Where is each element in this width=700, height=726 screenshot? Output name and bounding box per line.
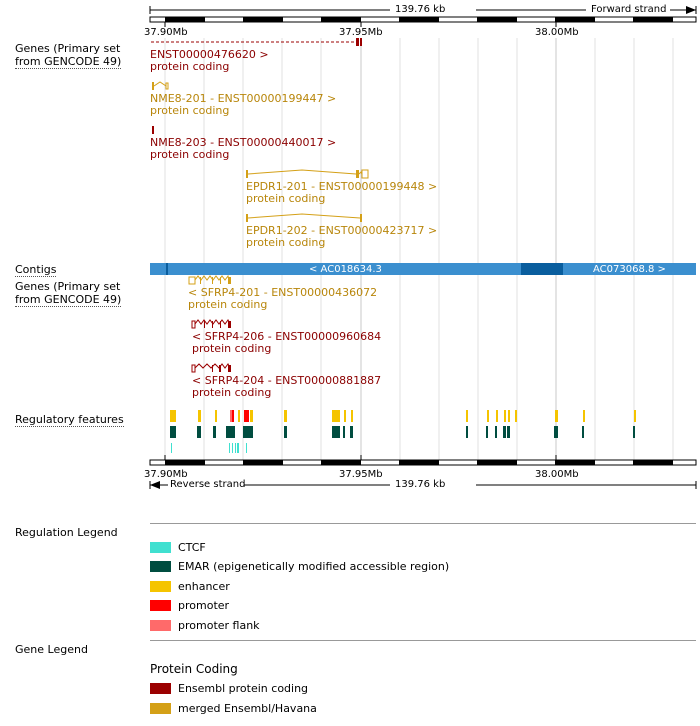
- transcript-epdr1-201-name[interactable]: EPDR1-201 - ENST00000199448 >: [246, 180, 438, 193]
- emar-row: [170, 426, 635, 438]
- contig-ac018634-3-label[interactable]: < AC018634.3: [309, 264, 382, 275]
- bottom-ruler-length: 139.76 kb: [395, 479, 446, 490]
- transcript-nme8-203-glyph: [152, 126, 154, 134]
- enhancer-row: [170, 410, 636, 422]
- top-ruler-length: 139.76 kb: [395, 4, 446, 15]
- regulation-legend-divider: [150, 523, 696, 524]
- top-tick-38-00: 38.00Mb: [535, 27, 579, 38]
- regulatory-track-label[interactable]: Regulatory features: [15, 413, 124, 427]
- legend-ctcf-swatch: [150, 542, 171, 553]
- top-ruler-strand: Forward strand: [591, 4, 667, 15]
- ctcf-row: [171, 443, 247, 453]
- transcript-sfrp4-206-name[interactable]: < SFRP4-206 - ENST00000960684: [192, 330, 382, 343]
- top-ruler: [149, 4, 697, 27]
- legend-merged-ensembl-havana-swatch: [150, 703, 171, 714]
- transcript-epdr1-202-name[interactable]: EPDR1-202 - ENST00000423717 >: [246, 224, 438, 237]
- transcript-sfrp4-206-glyph: [191, 319, 231, 329]
- transcript-enst00000476620-biotype: protein coding: [150, 60, 230, 73]
- contig-ac073068-8-label[interactable]: AC073068.8 >: [593, 264, 666, 275]
- legend-ensembl-protein-coding-label: Ensembl protein coding: [178, 682, 309, 695]
- top-tick-37-95: 37.95Mb: [339, 27, 383, 38]
- legend-emar-label: EMAR (epigenetically modified accessible…: [178, 560, 450, 573]
- regulatory-features: [170, 410, 636, 453]
- legend-promoter-swatch: [150, 600, 171, 611]
- gene-legend-divider: [150, 640, 696, 641]
- bottom-ruler-strand: Reverse strand: [170, 479, 246, 490]
- contigs-track-label[interactable]: Contigs: [15, 263, 57, 277]
- legend-ctcf-label: CTCF: [178, 541, 206, 554]
- transcript-sfrp4-201-biotype: protein coding: [188, 298, 268, 311]
- grid-lines: [164, 38, 674, 462]
- legend-enhancer-label: enhancer: [178, 580, 230, 593]
- transcript-epdr1-201-glyph: [246, 169, 369, 179]
- legend-promoter-flank-swatch: [150, 620, 171, 631]
- transcript-sfrp4-201-name[interactable]: < SFRP4-201 - ENST00000436072: [188, 286, 378, 299]
- genes-reverse-track-label-1[interactable]: Genes (Primary set: [15, 280, 121, 293]
- transcript-sfrp4-201-glyph: [188, 274, 231, 285]
- gene-legend-title: Gene Legend: [15, 643, 88, 656]
- bottom-tick-38-00: 38.00Mb: [535, 469, 579, 480]
- bottom-ruler: [149, 455, 697, 491]
- transcript-enst00000476620-name[interactable]: ENST00000476620 >: [150, 48, 269, 61]
- genes-reverse-track-label-2[interactable]: from GENCODE 49): [15, 293, 122, 307]
- bottom-tick-37-95: 37.95Mb: [339, 469, 383, 480]
- transcript-nme8-203-name[interactable]: NME8-203 - ENST00000440017 >: [150, 136, 337, 149]
- transcript-nme8-201-name[interactable]: NME8-201 - ENST00000199447 >: [150, 92, 337, 105]
- gene-legend-subtitle: Protein Coding: [150, 662, 238, 676]
- transcript-epdr1-201-biotype: protein coding: [246, 192, 326, 205]
- legend-enhancer-swatch: [150, 581, 171, 592]
- bottom-tick-37-90: 37.90Mb: [144, 469, 188, 480]
- legend-promoter-flank-label: promoter flank: [178, 619, 260, 632]
- transcript-sfrp4-204-glyph: [191, 363, 231, 373]
- transcript-enst00000476620-glyph: [151, 38, 362, 46]
- transcript-nme8-203-biotype: protein coding: [150, 148, 230, 161]
- legend-ensembl-protein-coding-swatch: [150, 683, 171, 694]
- regulation-legend-title: Regulation Legend: [15, 526, 118, 539]
- reverse-transcript-glyphs: [188, 274, 231, 373]
- genes-forward-track-label-2[interactable]: from GENCODE 49): [15, 55, 122, 69]
- transcript-sfrp4-204-biotype: protein coding: [192, 386, 272, 399]
- genes-forward-track-label-1[interactable]: Genes (Primary set: [15, 42, 121, 55]
- transcript-sfrp4-204-name[interactable]: < SFRP4-204 - ENST00000881887: [192, 374, 382, 387]
- transcript-epdr1-202-biotype: protein coding: [246, 236, 326, 249]
- transcript-nme8-201-biotype: protein coding: [150, 104, 230, 117]
- legend-promoter-label: promoter: [178, 599, 230, 612]
- legend-merged-ensembl-havana-label: merged Ensembl/Havana: [178, 702, 317, 715]
- top-tick-37-90: 37.90Mb: [144, 27, 188, 38]
- transcript-nme8-201-glyph: [152, 81, 169, 90]
- transcript-epdr1-202-glyph: [246, 213, 362, 222]
- transcript-sfrp4-206-biotype: protein coding: [192, 342, 272, 355]
- contig-bar: [150, 263, 696, 275]
- legend-emar-swatch: [150, 561, 171, 572]
- forward-transcript-glyphs: [151, 38, 369, 222]
